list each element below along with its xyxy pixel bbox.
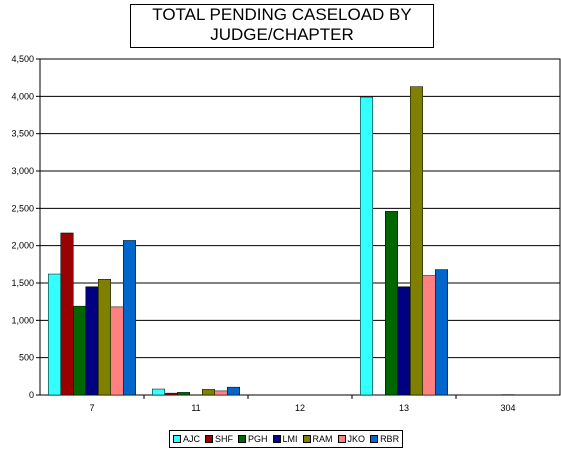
x-tick-label: 11 xyxy=(191,403,200,413)
legend-item-rbr: RBR xyxy=(370,434,399,444)
legend-swatch xyxy=(173,435,181,443)
legend-swatch xyxy=(272,435,281,443)
legend-swatch xyxy=(370,435,379,443)
bar-jko-11 xyxy=(214,390,228,396)
legend-swatch xyxy=(337,435,346,443)
legend-item-shf: SHF xyxy=(205,434,233,444)
bar-ajc-13 xyxy=(360,96,373,396)
legend-label: JKO xyxy=(347,434,366,444)
legend-label: PGH xyxy=(248,434,268,444)
y-tick-label: 3,500 xyxy=(11,129,34,139)
bar-shf-7 xyxy=(60,232,74,396)
bar-pgh-11 xyxy=(177,392,190,396)
legend-item-lmi: LMI xyxy=(272,434,298,444)
bar-pgh-7 xyxy=(73,305,86,396)
bar-pgh-13 xyxy=(385,211,398,396)
bar-ajc-7 xyxy=(48,273,61,396)
legend-label: SHF xyxy=(215,434,234,444)
chart-title-line-1: TOTAL PENDING CASELOAD BY xyxy=(152,5,412,24)
y-tick-label: 0 xyxy=(29,390,34,400)
legend-label: RBR xyxy=(380,434,400,444)
bar-ajc-11 xyxy=(152,388,165,396)
chart-legend: AJC SHF PGH LMI RAM JKO RBR xyxy=(169,430,404,448)
bar-rbr-11 xyxy=(227,386,240,396)
legend-label: AJC xyxy=(183,434,201,444)
legend-swatch xyxy=(238,435,247,443)
bar-ram-11 xyxy=(202,389,215,396)
y-tick-label: 2,000 xyxy=(11,241,34,251)
bar-ram-7 xyxy=(98,279,111,396)
legend-item-ram: RAM xyxy=(302,434,333,444)
bar-rbr-13 xyxy=(435,269,448,396)
x-tick-label: 12 xyxy=(295,403,305,413)
legend-item-jko: JKO xyxy=(337,434,366,444)
y-tick-label: 500 xyxy=(19,353,34,363)
y-tick-label: 1,000 xyxy=(11,315,34,325)
legend-label: LMI xyxy=(282,434,298,444)
bar-ram-13 xyxy=(410,86,423,396)
legend-swatch xyxy=(302,435,311,443)
bar-lmi-13 xyxy=(397,286,411,396)
legend-swatch xyxy=(205,435,214,443)
y-tick-label: 1,500 xyxy=(11,278,34,288)
bar-rbr-7 xyxy=(123,240,136,396)
y-tick-label: 4,000 xyxy=(11,91,34,101)
legend-label: RAM xyxy=(312,434,333,444)
y-tick-label: 3,000 xyxy=(11,166,34,176)
x-tick-label: 7 xyxy=(89,403,94,413)
bar-jko-7 xyxy=(110,306,124,396)
chart-title-line-2: JUDGE/CHAPTER xyxy=(210,25,354,44)
legend-item-pgh: PGH xyxy=(238,434,268,444)
legend-item-ajc: AJC xyxy=(173,434,200,444)
x-tick-label: 13 xyxy=(399,403,409,413)
bar-jko-13 xyxy=(422,275,436,396)
y-tick-label: 4,500 xyxy=(11,54,34,64)
chart-title: TOTAL PENDING CASELOAD BY JUDGE/CHAPTER xyxy=(130,4,434,48)
bar-shf-11 xyxy=(164,392,178,396)
y-tick-label: 2,500 xyxy=(11,203,34,213)
x-tick-label: 304 xyxy=(500,403,515,413)
bar-lmi-7 xyxy=(85,286,99,396)
